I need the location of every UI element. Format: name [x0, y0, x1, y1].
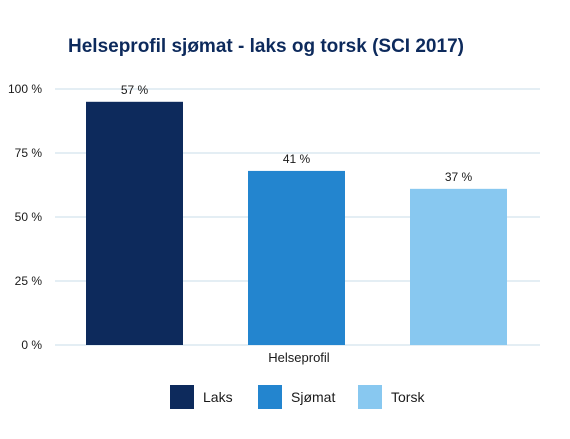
- legend-label-torsk: Torsk: [391, 389, 425, 405]
- legend-item-torsk: Torsk: [358, 385, 424, 409]
- chart-title: Helseprofil sjømat - laks og torsk (SCI …: [68, 36, 464, 57]
- bar-sjomat: [248, 170, 345, 345]
- y-tick-label: 50 %: [15, 210, 43, 224]
- y-tick-label: 75 %: [15, 146, 43, 160]
- legend-item-laks: Laks: [170, 385, 233, 409]
- y-tick-label: 100 %: [8, 82, 42, 96]
- legend: Laks Sjømat Torsk: [0, 385, 570, 409]
- bars: [86, 101, 507, 345]
- legend-swatch-laks: [170, 385, 194, 409]
- y-axis-ticks: 0 % 25 % 50 % 75 % 100 %: [8, 82, 42, 352]
- y-tick-label: 25 %: [15, 274, 43, 288]
- legend-swatch-sjomat: [258, 385, 282, 409]
- bar-laks: [86, 101, 183, 345]
- x-category-label: Helseprofil: [268, 350, 330, 365]
- legend-label-sjomat: Sjømat: [291, 389, 336, 405]
- y-tick-label: 0 %: [21, 338, 42, 352]
- bar-torsk: [410, 188, 507, 345]
- legend-item-sjomat: Sjømat: [258, 385, 335, 409]
- data-label-laks: 57 %: [121, 83, 149, 97]
- legend-label-laks: Laks: [203, 389, 233, 405]
- legend-swatch-torsk: [358, 385, 382, 409]
- data-label-sjomat: 41 %: [283, 152, 311, 166]
- data-label-torsk: 37 %: [445, 170, 473, 184]
- data-labels: 57 % 41 % 37 %: [121, 83, 473, 184]
